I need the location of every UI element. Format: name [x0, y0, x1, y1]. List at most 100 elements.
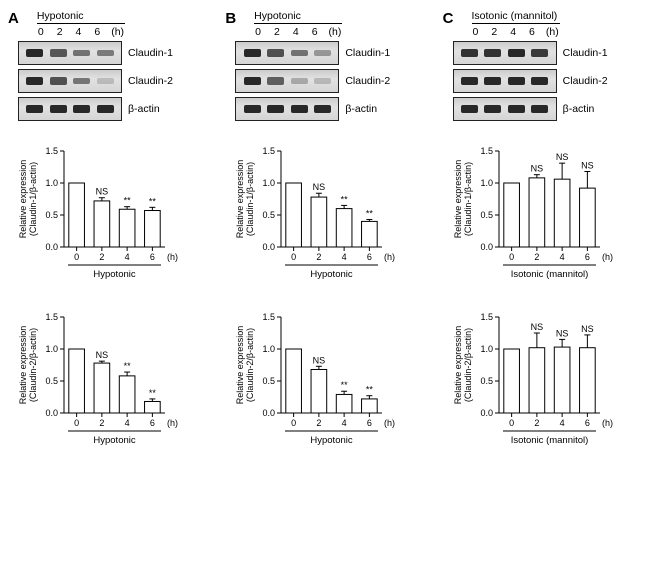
svg-text:0: 0	[291, 252, 296, 262]
svg-text:0: 0	[509, 252, 514, 262]
blot-label: Claudin-1	[128, 47, 173, 59]
svg-text:0.5: 0.5	[45, 376, 58, 386]
svg-text:(Claudin-2/β-actin): (Claudin-2/β-actin)	[463, 328, 473, 402]
blot-row: Claudin-1	[8, 41, 207, 65]
blot-box	[235, 97, 339, 121]
svg-text:NS: NS	[96, 187, 109, 197]
blot-row: Claudin-2	[8, 69, 207, 93]
svg-text:0.0: 0.0	[480, 242, 493, 252]
svg-text:1.5: 1.5	[45, 146, 58, 156]
svg-text:4: 4	[559, 418, 564, 428]
blot-box	[18, 41, 122, 65]
time-labels: 0246(h)	[38, 26, 125, 38]
svg-text:Relative expression: Relative expression	[18, 160, 28, 239]
figure-panel: B Hypotonic 0 2 4 6 (h) Claudin-1 Claudin-2 β-act…	[225, 10, 424, 455]
svg-text:4: 4	[125, 418, 130, 428]
svg-text:NS: NS	[556, 152, 569, 162]
svg-text:Hypotonic: Hypotonic	[311, 269, 353, 280]
blot-box	[453, 41, 557, 65]
svg-text:6: 6	[585, 252, 590, 262]
blot-box	[235, 69, 339, 93]
svg-text:(h): (h)	[602, 418, 613, 428]
blot-label: β-actin	[345, 103, 377, 115]
svg-text:1.5: 1.5	[480, 312, 493, 322]
svg-text:Relative expression: Relative expression	[235, 160, 245, 239]
svg-text:0: 0	[291, 418, 296, 428]
svg-text:0.0: 0.0	[480, 408, 493, 418]
time-labels: 0246(h)	[473, 26, 560, 38]
svg-text:Isotonic (mannitol): Isotonic (mannitol)	[510, 435, 588, 446]
svg-text:0.5: 0.5	[480, 376, 493, 386]
svg-text:0.5: 0.5	[480, 210, 493, 220]
svg-text:**: **	[149, 196, 157, 206]
svg-text:NS: NS	[530, 164, 543, 174]
svg-text:1.5: 1.5	[263, 312, 276, 322]
svg-text:4: 4	[559, 252, 564, 262]
svg-text:(h): (h)	[384, 252, 395, 262]
svg-text:2: 2	[99, 418, 104, 428]
svg-text:Relative expression: Relative expression	[453, 160, 463, 239]
bar-chart: 0.00.51.01.5Relative expression(Claudin-…	[8, 305, 193, 455]
svg-text:2: 2	[317, 418, 322, 428]
svg-text:4: 4	[342, 252, 347, 262]
blot-label: Claudin-2	[563, 75, 608, 87]
svg-text:**: **	[366, 385, 374, 395]
svg-text:NS: NS	[313, 355, 326, 365]
svg-text:(h): (h)	[384, 418, 395, 428]
svg-text:0: 0	[74, 252, 79, 262]
svg-text:1.0: 1.0	[45, 344, 58, 354]
panel-label: A	[8, 10, 19, 27]
bar-chart: 0.00.51.01.5Relative expression(Claudin-…	[225, 139, 410, 289]
svg-text:NS: NS	[581, 324, 594, 334]
blot-row: β-actin	[8, 97, 207, 121]
svg-text:0: 0	[74, 418, 79, 428]
svg-text:1.0: 1.0	[263, 344, 276, 354]
blot-label: Claudin-2	[345, 75, 390, 87]
blot-row: Claudin-1	[225, 41, 424, 65]
svg-text:(Claudin-2/β-actin): (Claudin-2/β-actin)	[245, 328, 255, 402]
svg-text:6: 6	[150, 252, 155, 262]
panel-label: C	[443, 10, 454, 27]
svg-text:2: 2	[99, 252, 104, 262]
svg-text:**: **	[124, 196, 132, 206]
svg-text:1.5: 1.5	[263, 146, 276, 156]
svg-text:**: **	[366, 208, 374, 218]
treatment-title: Hypotonic	[37, 10, 125, 22]
svg-text:(Claudin-1/β-actin): (Claudin-1/β-actin)	[463, 162, 473, 236]
svg-text:0.0: 0.0	[45, 242, 58, 252]
svg-text:0.5: 0.5	[263, 376, 276, 386]
svg-text:0.5: 0.5	[45, 210, 58, 220]
svg-text:2: 2	[317, 252, 322, 262]
svg-text:4: 4	[342, 418, 347, 428]
svg-text:1.0: 1.0	[480, 178, 493, 188]
blot-row: β-actin	[225, 97, 424, 121]
svg-text:(h): (h)	[602, 252, 613, 262]
svg-text:(Claudin-2/β-actin): (Claudin-2/β-actin)	[28, 328, 38, 402]
bar-chart: 0.0 0.5 1.0 1.5 Relative expression(Claudin-…	[225, 305, 410, 455]
panel-label: B	[225, 10, 236, 27]
treatment-title: Hypotonic	[254, 10, 342, 22]
svg-text:0.0: 0.0	[45, 408, 58, 418]
svg-text:(h): (h)	[167, 252, 178, 262]
bar-chart: 0.00.51.01.5Relative expression(Claudin-…	[8, 139, 193, 289]
figure-panel: AHypotonic0246(h)Claudin-1Claudin-2β-act…	[8, 10, 207, 455]
svg-text:**: **	[124, 361, 132, 371]
blot-label: Claudin-1	[563, 47, 608, 59]
blot-label: Claudin-1	[345, 47, 390, 59]
svg-text:1.5: 1.5	[45, 312, 58, 322]
svg-text:6: 6	[367, 252, 372, 262]
svg-text:4: 4	[125, 252, 130, 262]
blot-row: Claudin-1	[443, 41, 642, 65]
svg-text:NS: NS	[313, 182, 326, 192]
svg-text:0.0: 0.0	[263, 242, 276, 252]
svg-text:Hypotonic: Hypotonic	[311, 435, 353, 446]
blot-box	[453, 97, 557, 121]
svg-text:(Claudin-1/β-actin): (Claudin-1/β-actin)	[28, 162, 38, 236]
svg-text:0.0: 0.0	[263, 408, 276, 418]
svg-text:Hypotonic: Hypotonic	[93, 435, 135, 446]
svg-text:1.0: 1.0	[263, 178, 276, 188]
svg-text:Relative expression: Relative expression	[235, 326, 245, 405]
bar-chart: 0.00.51.01.5Relative expression(Claudin-…	[443, 139, 628, 289]
svg-text:(h): (h)	[167, 418, 178, 428]
blot-label: β-actin	[563, 103, 595, 115]
